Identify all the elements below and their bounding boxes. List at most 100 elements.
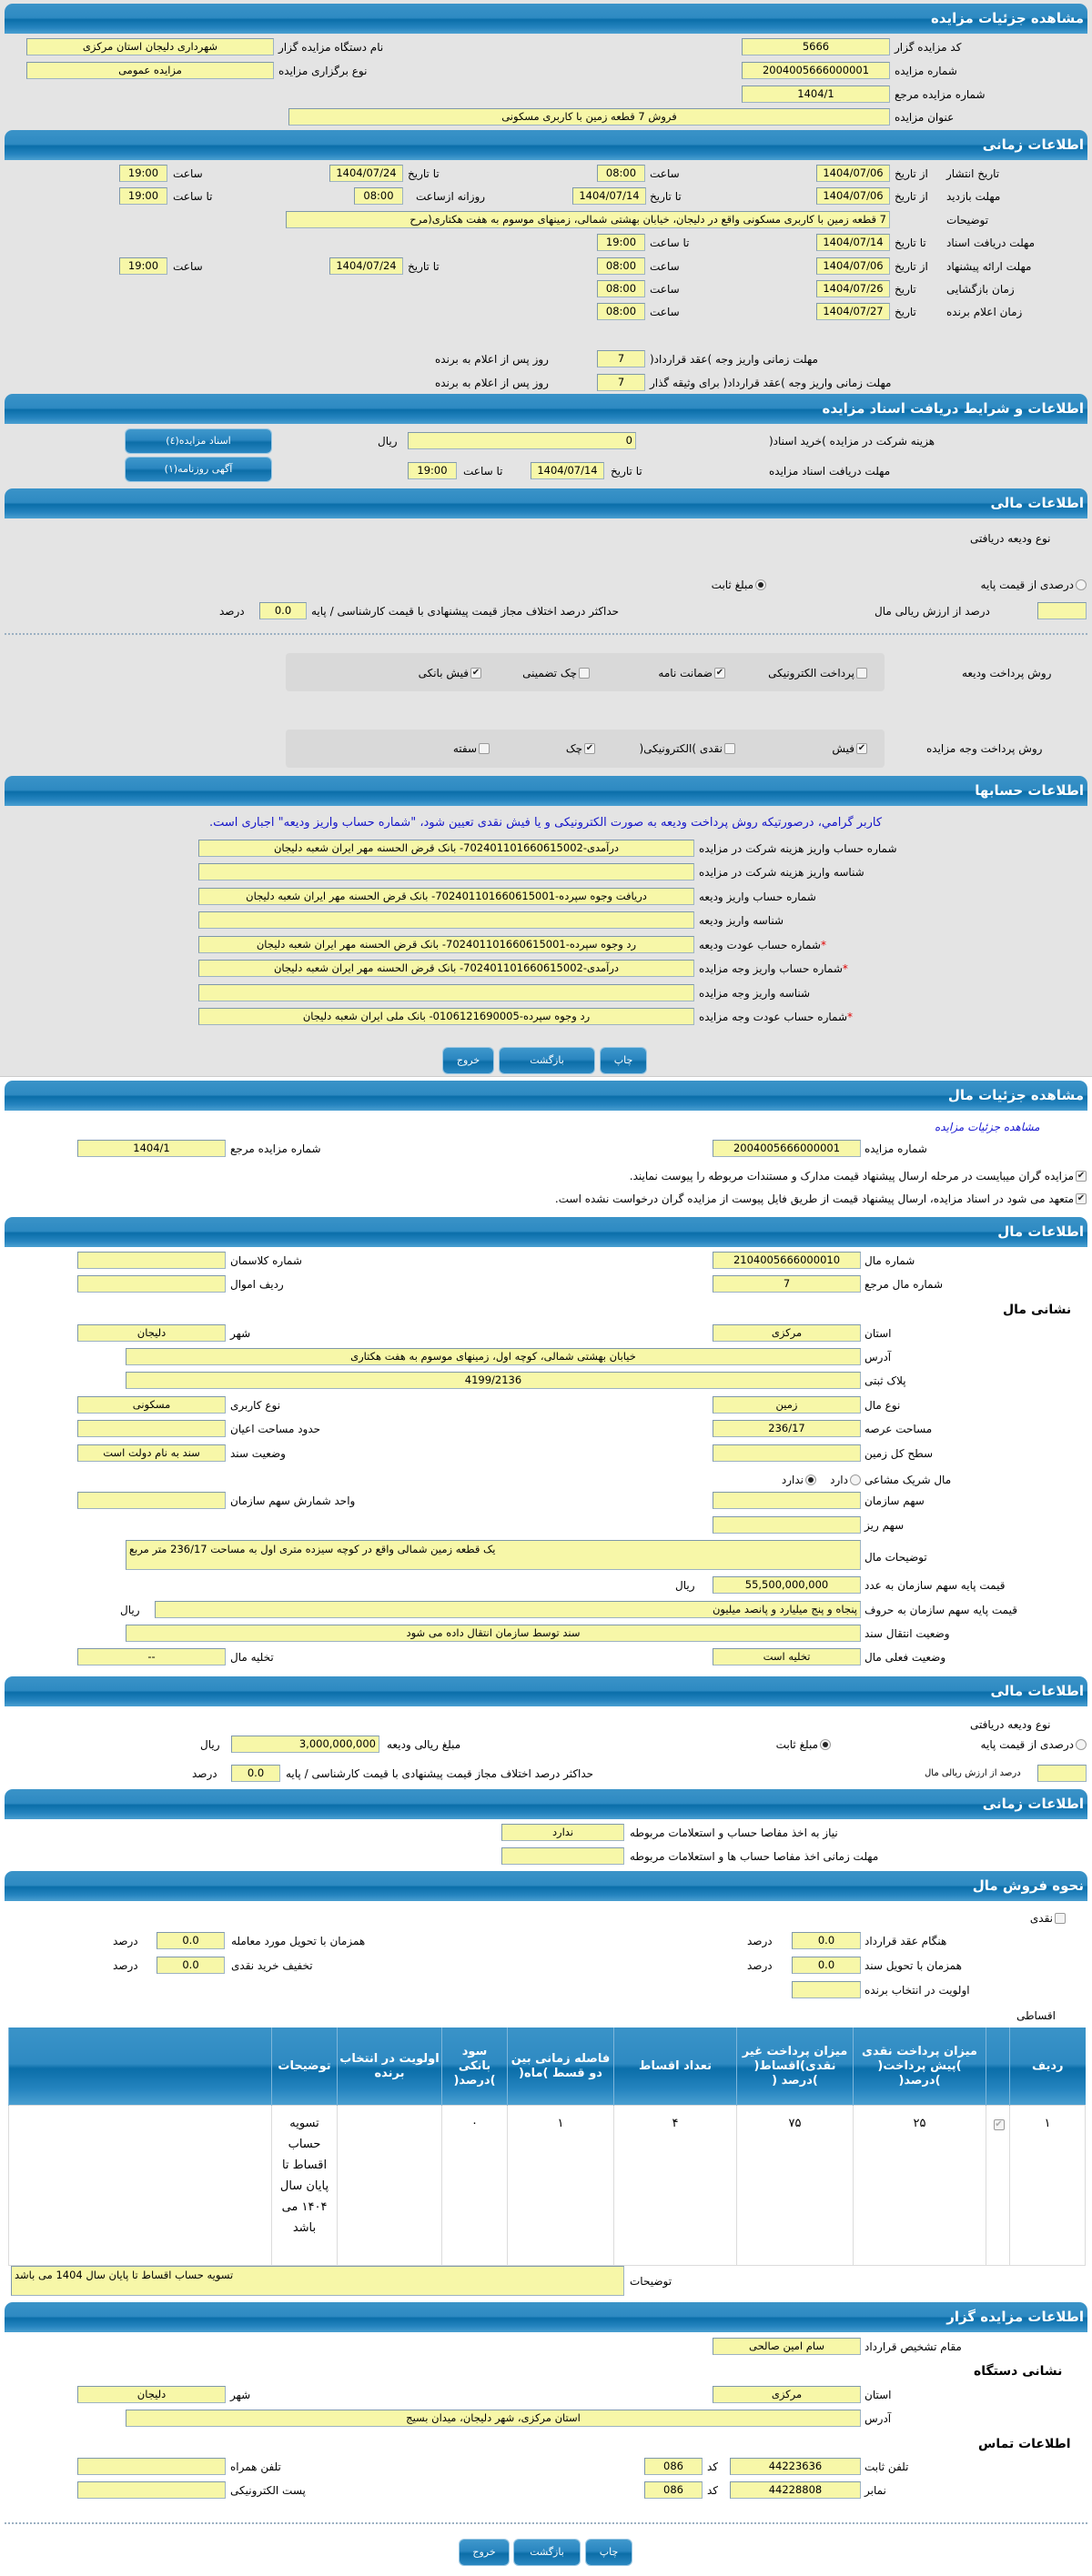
accounts-rows-3-value-field[interactable] <box>198 911 694 929</box>
sale-notes-field[interactable]: تسویه حساب اقساط تا پایان سال 1404 می با… <box>11 2266 624 2296</box>
property-deed-status-field[interactable]: سند به نام دولت است <box>77 1444 226 1462</box>
checkbox-icon[interactable] <box>1055 1913 1066 1924</box>
property-usage-field[interactable]: مسکونی <box>77 1396 226 1414</box>
property-base-price-words-field[interactable]: پنجاه و پنج میلیارد و پانصد میلیون <box>155 1601 861 1618</box>
financial-percent-option-radio[interactable]: درصدی از قیمت پایه <box>981 576 1087 594</box>
back-button[interactable]: بازگشت <box>500 1048 594 1073</box>
checkbox-checked-icon[interactable]: ✔ <box>993 2119 1005 2130</box>
radio-icon[interactable] <box>850 1474 861 1485</box>
property-address-field[interactable]: خیابان بهشتی شمالی، کوچه اول، زمینهای مو… <box>126 1348 861 1365</box>
property-details-auction-no-field[interactable]: 2004005666000001 <box>713 1140 861 1157</box>
radio-selected-icon[interactable] <box>805 1474 816 1485</box>
financial-fixed-option-radio[interactable]: مبلغ ثابت <box>712 576 766 594</box>
financial-payment-methods-2-label-checkbox[interactable]: ✔ چک <box>566 740 595 758</box>
newspaper-ad-button[interactable]: آگهی روزنامه(۱) <box>126 458 271 481</box>
auction-details-org-field[interactable]: شهرداری دلیجان استان مرکزی <box>26 38 274 55</box>
checkbox-checked-icon[interactable]: ✔ <box>1076 1171 1087 1182</box>
auctioneer-phone-code-field[interactable]: 086 <box>644 2458 703 2475</box>
timing-publish-from-field[interactable]: 1404/07/06 <box>816 165 890 182</box>
timing-visit-daily-from-field[interactable]: 08:00 <box>354 187 403 205</box>
property-joint-no-radio[interactable]: ندارد <box>782 1471 816 1489</box>
property-details-ref-field[interactable]: 1404/1 <box>77 1140 226 1157</box>
financial2-max-diff-field[interactable]: 0.0 <box>231 1765 280 1782</box>
property-description-field[interactable]: یک قطعه زمین شمالی واقع در کوچه سیزده مت… <box>126 1540 861 1570</box>
timing-publish-to-field[interactable]: 1404/07/24 <box>329 165 403 182</box>
financial2-fixed-option-radio[interactable]: مبلغ ثابت <box>776 1736 831 1754</box>
sale-delivery-field[interactable]: 0.0 <box>157 1932 225 1949</box>
property-prop-no-field[interactable]: 2104005666000010 <box>713 1252 861 1269</box>
auctioneer-province-field[interactable]: مرکزی <box>713 2386 861 2403</box>
exit-button[interactable]: خروج <box>443 1048 493 1073</box>
financial2-deposit-amount-field[interactable]: 3,000,000,000 <box>231 1736 379 1753</box>
financial-max-diff-field[interactable]: 0.0 <box>259 602 307 619</box>
financial-deposit-methods-1-label-checkbox[interactable]: ✔ ضمانت نامه <box>658 664 725 682</box>
checkbox-icon[interactable] <box>724 743 735 754</box>
timing-visit-from-field[interactable]: 1404/07/06 <box>816 187 890 205</box>
auctioneer-fax-code-field[interactable]: 086 <box>644 2481 703 2499</box>
property-details-auction-link-label[interactable]: مشاهده جزئیات مزایده <box>935 1118 1040 1136</box>
timing-offer-from-time-field[interactable]: 08:00 <box>597 257 645 275</box>
property-plate-field[interactable]: 4199/2136 <box>126 1372 861 1389</box>
timing-pay-deadline2-field[interactable]: 7 <box>597 374 645 391</box>
property-share-unit-field[interactable] <box>77 1492 226 1509</box>
financial-deposit-methods-2-label-checkbox[interactable]: چک تضمینی <box>522 664 590 682</box>
property-total-land-field[interactable] <box>713 1444 861 1462</box>
radio-selected-icon[interactable] <box>820 1739 831 1750</box>
auction-details-number-field[interactable]: 2004005666000001 <box>742 62 890 79</box>
financial-percent-of-value-field[interactable] <box>1037 602 1087 619</box>
timing-docs-to-field[interactable]: 1404/07/14 <box>816 234 890 251</box>
documents-deadline-time-field[interactable]: 19:00 <box>408 462 457 479</box>
property-evacuation-field[interactable]: -- <box>77 1648 226 1665</box>
timing-opening-time-field[interactable]: 08:00 <box>597 280 645 297</box>
accounts-rows-2-value-field[interactable]: دریافت وجوه سپرده-702401101660615001- با… <box>198 888 694 905</box>
auction-documents-button[interactable]: اسناد مزایده(٤) <box>126 429 271 453</box>
timing-winner-time-field[interactable]: 08:00 <box>597 303 645 320</box>
auction-details-ref-field[interactable]: 1404/1 <box>742 86 890 103</box>
checkbox-icon[interactable] <box>479 743 490 754</box>
auctioneer-authority-field[interactable]: سام امین صالحی <box>713 2338 861 2355</box>
property-city-field[interactable]: دلیجان <box>77 1324 226 1342</box>
financial-payment-methods-3-label-checkbox[interactable]: سفته <box>453 740 490 758</box>
auction-details-code-field[interactable]: 5666 <box>742 38 890 55</box>
accounts-rows-1-value-field[interactable] <box>198 863 694 880</box>
timing-desc-field[interactable]: 7 قطعه زمین با کاربری مسکونی واقع در دلی… <box>286 211 890 228</box>
documents-fee-field[interactable]: 0 <box>408 432 636 449</box>
auctioneer-phone-field[interactable]: 44223636 <box>730 2458 861 2475</box>
timing-pay-deadline-field[interactable]: 7 <box>597 350 645 367</box>
timing-visit-to-time-field[interactable]: 19:00 <box>119 187 167 205</box>
timing-docs-to-time-field[interactable]: 19:00 <box>597 234 645 251</box>
property-building-area-field[interactable] <box>77 1420 226 1437</box>
property-fine-share-field[interactable] <box>713 1516 861 1534</box>
property-transfer-field[interactable]: سند توسط سازمان انتقال داده می شود <box>126 1625 861 1642</box>
print-button-bottom[interactable]: چاپ <box>586 2540 632 2565</box>
auctioneer-address-field[interactable]: استان مرکزی، شهر دلیجان، میدان بسیج <box>126 2410 861 2427</box>
financial2-percent-of-value-field[interactable] <box>1037 1765 1087 1782</box>
property-class-no-field[interactable] <box>77 1252 226 1269</box>
checkbox-checked-icon[interactable]: ✔ <box>856 743 867 754</box>
radio-selected-icon[interactable] <box>755 579 766 590</box>
sale-contract-field[interactable]: 0.0 <box>792 1932 861 1949</box>
financial-payment-methods-1-label-checkbox[interactable]: نقدی )الکترونیکی( <box>639 740 735 758</box>
property-joint-yes-radio[interactable]: دارد <box>830 1471 861 1489</box>
accounts-rows-0-value-field[interactable]: درآمدی-702401101660615002- بانک قرض الحس… <box>198 840 694 857</box>
timing-offer-to-time-field[interactable]: 19:00 <box>119 257 167 275</box>
timing-publish-from-time-field[interactable]: 08:00 <box>597 165 645 182</box>
property-prop-ref-field[interactable]: 7 <box>713 1275 861 1293</box>
timing2-settlement-deadline-field[interactable] <box>501 1847 624 1865</box>
radio-icon[interactable] <box>1076 1739 1087 1750</box>
timing2-settlement-field[interactable]: ندارد <box>501 1824 624 1841</box>
accounts-rows-6-value-field[interactable] <box>198 984 694 1001</box>
property-details-check2-checkbox[interactable]: ✔ متعهد می شود در اسناد مزایده، ارسال پیش… <box>555 1190 1087 1208</box>
sale-priority-field[interactable] <box>792 1981 861 1998</box>
property-row-no-field[interactable] <box>77 1275 226 1293</box>
auction-details-type-field[interactable]: مزایده عمومی <box>26 62 274 79</box>
accounts-rows-4-value-field[interactable]: رد وجوه سپرده-702401101660615001- بانک ق… <box>198 936 694 953</box>
checkbox-icon[interactable] <box>856 668 867 679</box>
auctioneer-city-field[interactable]: دلیجان <box>77 2386 226 2403</box>
timing-opening-date-field[interactable]: 1404/07/26 <box>816 280 890 297</box>
timing-winner-date-field[interactable]: 1404/07/27 <box>816 303 890 320</box>
sale-deed-field[interactable]: 0.0 <box>792 1957 861 1974</box>
checkbox-checked-icon[interactable]: ✔ <box>470 668 481 679</box>
property-land-area-field[interactable]: 236/17 <box>713 1420 861 1437</box>
financial-deposit-methods-0-label-checkbox[interactable]: پرداخت الکترونیکی <box>768 664 867 682</box>
